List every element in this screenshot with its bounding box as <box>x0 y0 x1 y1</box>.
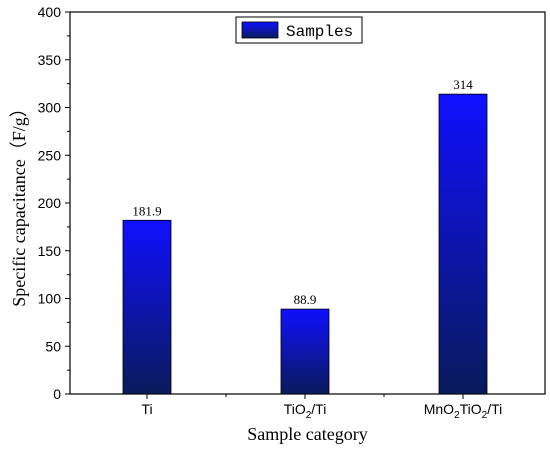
legend-label: Samples <box>286 23 353 41</box>
bar <box>280 308 330 395</box>
legend-swatch <box>241 21 279 39</box>
y-tick-label: 300 <box>38 100 62 116</box>
bar <box>122 219 172 395</box>
bar <box>438 93 488 395</box>
x-tick-label: Ti <box>141 401 152 417</box>
y-tick-label: 200 <box>38 195 62 211</box>
x-tick-label: MnO2TiO2/Ti <box>424 401 503 421</box>
y-tick-label: 400 <box>38 4 62 20</box>
x-axis-title: Sample category <box>247 424 367 444</box>
y-tick-label: 350 <box>38 52 62 68</box>
y-tick-label: 50 <box>45 338 61 354</box>
y-tick-label: 0 <box>53 386 61 402</box>
data-label: 314 <box>453 77 473 92</box>
x-tick-label: TiO2/Ti <box>284 401 327 421</box>
data-label: 88.9 <box>294 292 317 307</box>
y-axis-title: Specific capacitance（F/g） <box>9 99 29 306</box>
data-label: 181.9 <box>132 203 161 218</box>
y-tick-label: 100 <box>38 291 62 307</box>
y-tick-label: 150 <box>38 243 62 259</box>
y-tick-label: 250 <box>38 147 62 163</box>
